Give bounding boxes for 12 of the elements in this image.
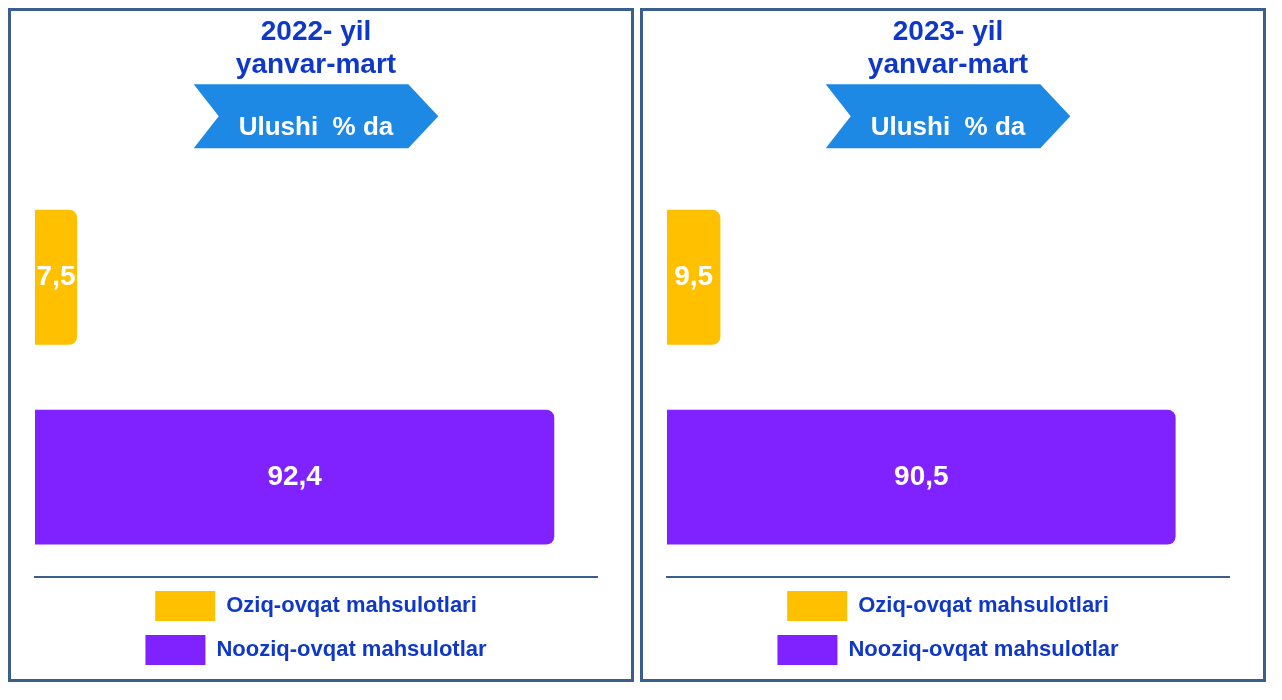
legend-label: Oziq-ovqat mahsulotlari — [858, 592, 1109, 618]
chart-title: 2023- yil yanvar-mart — [867, 14, 1029, 80]
chart-subtitle: Ulushi % da — [870, 110, 1026, 141]
legend-label: Nooziq-ovqat mahsulotlar — [848, 636, 1119, 662]
legend-label: Nooziq-ovqat mahsulotlar — [216, 636, 487, 662]
data-label: 9,5 — [674, 260, 714, 292]
legend-label: Oziq-ovqat mahsulotlari — [226, 592, 477, 618]
chart-subtitle: Ulushi % da — [238, 110, 394, 141]
data-label: 90,5 — [894, 459, 949, 491]
data-label: 7,5 — [36, 260, 76, 292]
data-label: 92,4 — [267, 459, 323, 491]
chart-title: 2022- yil yanvar-mart — [235, 14, 397, 80]
